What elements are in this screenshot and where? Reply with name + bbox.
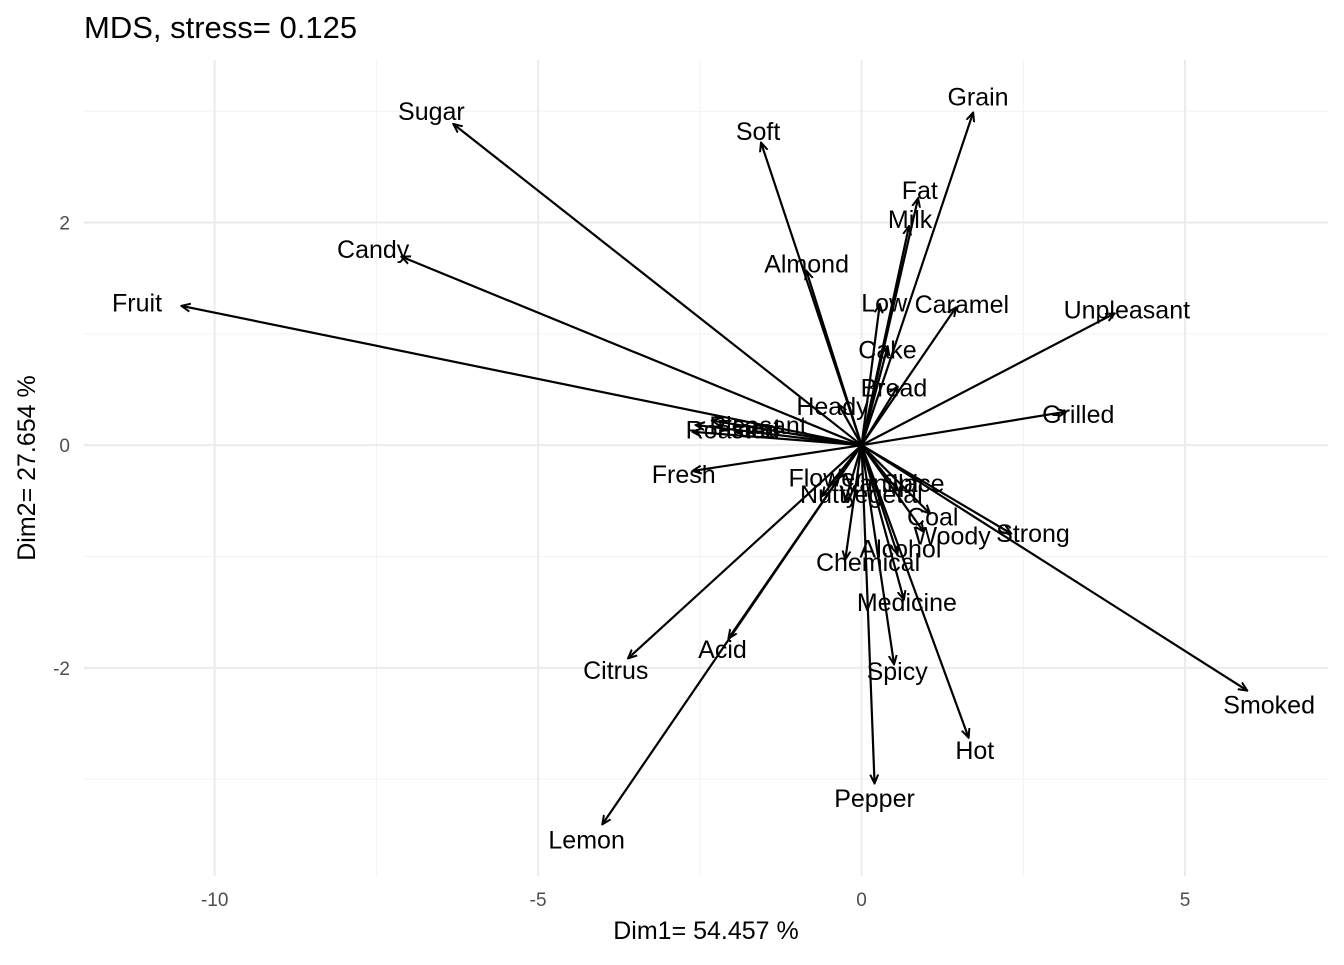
point-label-vegetal: Vegetal	[839, 481, 922, 509]
point-label-fruit: Fruit	[112, 290, 162, 318]
arrow-chemical	[845, 445, 863, 559]
point-label-bread: Bread	[861, 374, 928, 402]
point-label-floral: Floral	[717, 415, 780, 443]
arrow-heady	[839, 405, 863, 446]
arrow-caramel	[860, 308, 956, 446]
point-label-milk: Milk	[888, 206, 933, 234]
arrow-hot	[860, 444, 969, 737]
y-tick-label: -2	[53, 659, 70, 680]
x-tick-label: 0	[856, 890, 867, 911]
arrows	[182, 113, 1246, 823]
point-label-alcohol: Alcohol	[859, 536, 941, 564]
point-label-heady: Heady	[796, 393, 869, 421]
point-label-grilled: Grilled	[1042, 401, 1114, 429]
point-label-caramel: Caramel	[915, 291, 1009, 319]
point-label-nutty: Nutty	[800, 481, 859, 509]
point-label-medicine: Medicine	[857, 589, 957, 617]
y-axis-title: Dim2= 27.654 %	[13, 375, 41, 561]
y-tick-label: 0	[59, 436, 70, 457]
point-label-spicy: Spicy	[867, 658, 929, 686]
point-label-pepper: Pepper	[834, 785, 915, 813]
point-label-grain: Grain	[947, 84, 1008, 112]
point-label-pleasant: Pleasant	[709, 412, 806, 440]
point-label-roasted: Roasted	[686, 417, 779, 445]
y-tick-label: 2	[59, 214, 70, 235]
arrow-bread	[860, 387, 898, 446]
point-label-spice: Spice	[882, 470, 945, 498]
point-label-fresh: Fresh	[652, 461, 716, 489]
point-label-chemical: Chemical	[816, 549, 920, 577]
arrow-floral	[697, 425, 862, 447]
arrow-smoked	[860, 444, 1247, 690]
point-label-unpleasant: Unpleasant	[1064, 296, 1191, 324]
point-label-almond: Almond	[764, 251, 849, 279]
point-label-vanilla: Vanilla	[844, 470, 917, 498]
arrow-grain	[860, 113, 973, 446]
point-label-hot: Hot	[955, 737, 994, 765]
point-label-candy: Candy	[337, 236, 410, 264]
arrow-medicine	[860, 444, 904, 599]
x-tick-label: 5	[1180, 890, 1191, 911]
arrow-roasted	[693, 432, 862, 447]
arrow-low	[860, 305, 880, 446]
point-label-sugar: Sugar	[398, 98, 465, 126]
point-label-strong: Strong	[996, 520, 1070, 548]
arrow-candy	[402, 257, 862, 447]
point-label-low: Low	[861, 290, 908, 318]
arrow-lemon	[603, 444, 863, 823]
arrow-grilled	[861, 412, 1066, 447]
arrow-sugar	[454, 125, 863, 447]
tick-labels: -10 -5 0 5 -2 0 2	[53, 214, 1190, 911]
point-label-cake: Cake	[858, 336, 916, 364]
grid	[84, 60, 1328, 876]
arrow-cake	[860, 347, 888, 446]
arrow-pepper	[860, 445, 875, 782]
arrow-vegetal	[845, 444, 863, 501]
arrow-fruit	[182, 306, 862, 447]
chart-title: MDS, stress= 0.125	[84, 10, 357, 45]
point-label-citrus: Citrus	[583, 657, 648, 685]
arrow-spicy	[860, 445, 894, 663]
arrow-woody	[860, 444, 923, 531]
arrow-milk	[860, 227, 909, 446]
arrow-almond	[807, 272, 863, 446]
arrow-unpleasant	[861, 314, 1114, 447]
x-tick-label: -5	[530, 890, 547, 911]
point-label-lemon: Lemon	[548, 826, 624, 854]
x-axis-title: Dim1= 54.457 %	[613, 917, 799, 945]
point-label-soft: Soft	[736, 118, 781, 146]
point-label-smoked: Smoked	[1223, 692, 1315, 720]
point-label-woody: Woody	[913, 522, 991, 550]
point-label-fat: Fat	[902, 177, 938, 205]
arrow-citrus	[629, 444, 863, 658]
arrow-coal	[860, 444, 930, 513]
point-label-acid: Acid	[698, 636, 747, 664]
point-label-flower: Flower	[788, 464, 863, 492]
point-label-coal: Coal	[907, 503, 958, 531]
x-tick-label: -10	[201, 890, 228, 911]
arrow-fresh	[693, 444, 862, 471]
